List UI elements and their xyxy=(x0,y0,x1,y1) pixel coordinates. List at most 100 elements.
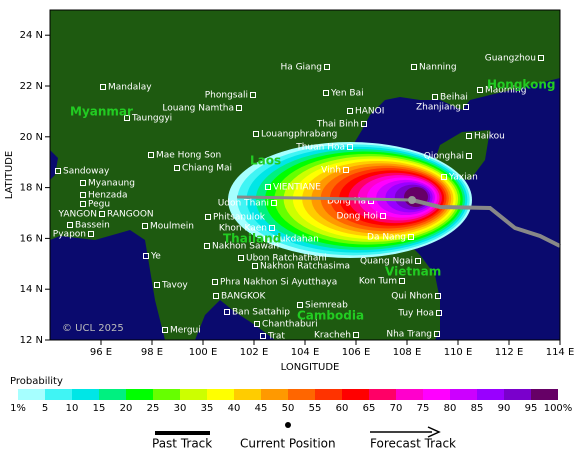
legend-label: 5 xyxy=(42,403,48,414)
legend-swatch xyxy=(234,389,261,400)
city-label: Thuan Hoa xyxy=(295,143,345,153)
city-label: Thai Binh xyxy=(316,120,359,130)
city-label: Nanning xyxy=(419,63,457,73)
y-tick-label: 18 N xyxy=(20,183,43,194)
city-label: Phongsali xyxy=(205,91,248,101)
x-tick-label: 104 E xyxy=(291,347,320,358)
city-dot xyxy=(253,131,259,137)
legend-swatch xyxy=(99,389,126,400)
legend-label: 55 xyxy=(309,403,322,414)
x-tick-label: 106 E xyxy=(342,347,371,358)
city-dot xyxy=(260,333,266,339)
city-dot xyxy=(432,94,438,100)
city-dot xyxy=(380,213,386,219)
city-label: Dong Ha xyxy=(327,197,366,207)
city-label: Tavoy xyxy=(161,281,188,291)
city-label: Kracheh xyxy=(314,331,351,341)
legend-label: 50 xyxy=(282,403,295,414)
city-dot xyxy=(297,302,303,308)
city-label: Yen Bai xyxy=(330,89,364,99)
city-dot xyxy=(205,214,211,220)
y-tick-label: 16 N xyxy=(20,233,43,244)
city-dot xyxy=(142,223,148,229)
city-label: Chiang Mai xyxy=(182,164,232,174)
x-tick-label: 102 E xyxy=(240,347,269,358)
city-label: Sandoway xyxy=(63,167,110,177)
city-dot xyxy=(213,293,219,299)
legend-label: 85 xyxy=(471,403,484,414)
city-label: Tuy Hoa xyxy=(397,309,434,319)
city-label: Dong Hoi xyxy=(337,212,379,222)
x-tick-label: 100 E xyxy=(189,347,218,358)
x-tick-label: 110 E xyxy=(444,347,473,358)
city-label: Moulmein xyxy=(150,222,194,232)
city-label: Ban Sattahip xyxy=(232,308,290,318)
city-label: BANGKOK xyxy=(221,292,267,302)
city-label: Mukdahan xyxy=(272,235,319,245)
city-dot xyxy=(148,152,154,158)
position-key xyxy=(285,422,291,428)
copyright: © UCL 2025 xyxy=(62,323,124,334)
city-dot xyxy=(80,180,86,186)
city-label: Zhanjiang xyxy=(416,103,461,113)
legend-swatch xyxy=(126,389,153,400)
city-label: Henzada xyxy=(88,191,127,201)
city-dot xyxy=(347,108,353,114)
city-label: VIENTIANE xyxy=(273,183,321,193)
city-dot xyxy=(99,211,105,217)
legend-swatch xyxy=(477,389,504,400)
city-label: Louangphrabang xyxy=(261,130,337,140)
cities: Guangzhou Nanning Ha Giang Yen Bai Beihai Mao… xyxy=(53,54,544,342)
legend-label: 10 xyxy=(66,403,79,414)
city-label: Mergui xyxy=(170,326,201,336)
y-tick-label: 20 N xyxy=(20,132,43,143)
city-dot xyxy=(174,165,180,171)
x-tick-label: 114 E xyxy=(546,347,575,358)
city-dot xyxy=(252,263,258,269)
city-label: Siemreab xyxy=(305,301,348,311)
legend-swatch xyxy=(288,389,315,400)
city-dot xyxy=(466,153,472,159)
city-dot xyxy=(324,64,330,70)
legend-swatch xyxy=(369,389,396,400)
y-tick-label: 12 N xyxy=(20,335,43,346)
city-label: Pegu xyxy=(88,200,110,210)
y-tick-label: 22 N xyxy=(20,81,43,92)
city-label: Beihai xyxy=(440,93,468,103)
city-dot xyxy=(343,167,349,173)
city-dot xyxy=(100,84,106,90)
city-label: Nha Trang xyxy=(386,330,432,340)
city-dot xyxy=(67,222,73,228)
legend-label: 60 xyxy=(336,403,349,414)
legend-swatch xyxy=(396,389,423,400)
city-dot xyxy=(124,115,130,121)
sea xyxy=(50,230,165,340)
city-label: Guangzhou xyxy=(485,54,536,64)
city-label: Ubon Ratchathani xyxy=(246,254,327,264)
legend-swatch xyxy=(315,389,342,400)
legend-swatch xyxy=(207,389,234,400)
city-dot xyxy=(434,331,440,337)
country-label: Hongkong xyxy=(487,78,555,92)
city-dot xyxy=(224,309,230,315)
city-label: Louang Namtha xyxy=(162,104,234,114)
legend-title: Probability xyxy=(10,376,63,387)
city-label: Mandalay xyxy=(108,83,152,93)
city-label: Khon Kaen xyxy=(219,224,267,234)
legend-label: 35 xyxy=(201,403,214,414)
city-label: Maoming xyxy=(485,86,526,96)
legend-swatch xyxy=(72,389,99,400)
legend-label: 15 xyxy=(93,403,106,414)
legend-swatch xyxy=(531,389,558,400)
legend-label: 40 xyxy=(228,403,241,414)
city-dot xyxy=(236,105,242,111)
current-position xyxy=(408,196,416,204)
city-dot xyxy=(466,133,472,139)
city-dot xyxy=(435,293,441,299)
city-label: Quang Ngai xyxy=(360,257,413,267)
city-dot xyxy=(162,327,168,333)
city-dot xyxy=(271,200,277,206)
country-label: Myanmar xyxy=(70,105,133,119)
legend-swatch xyxy=(342,389,369,400)
